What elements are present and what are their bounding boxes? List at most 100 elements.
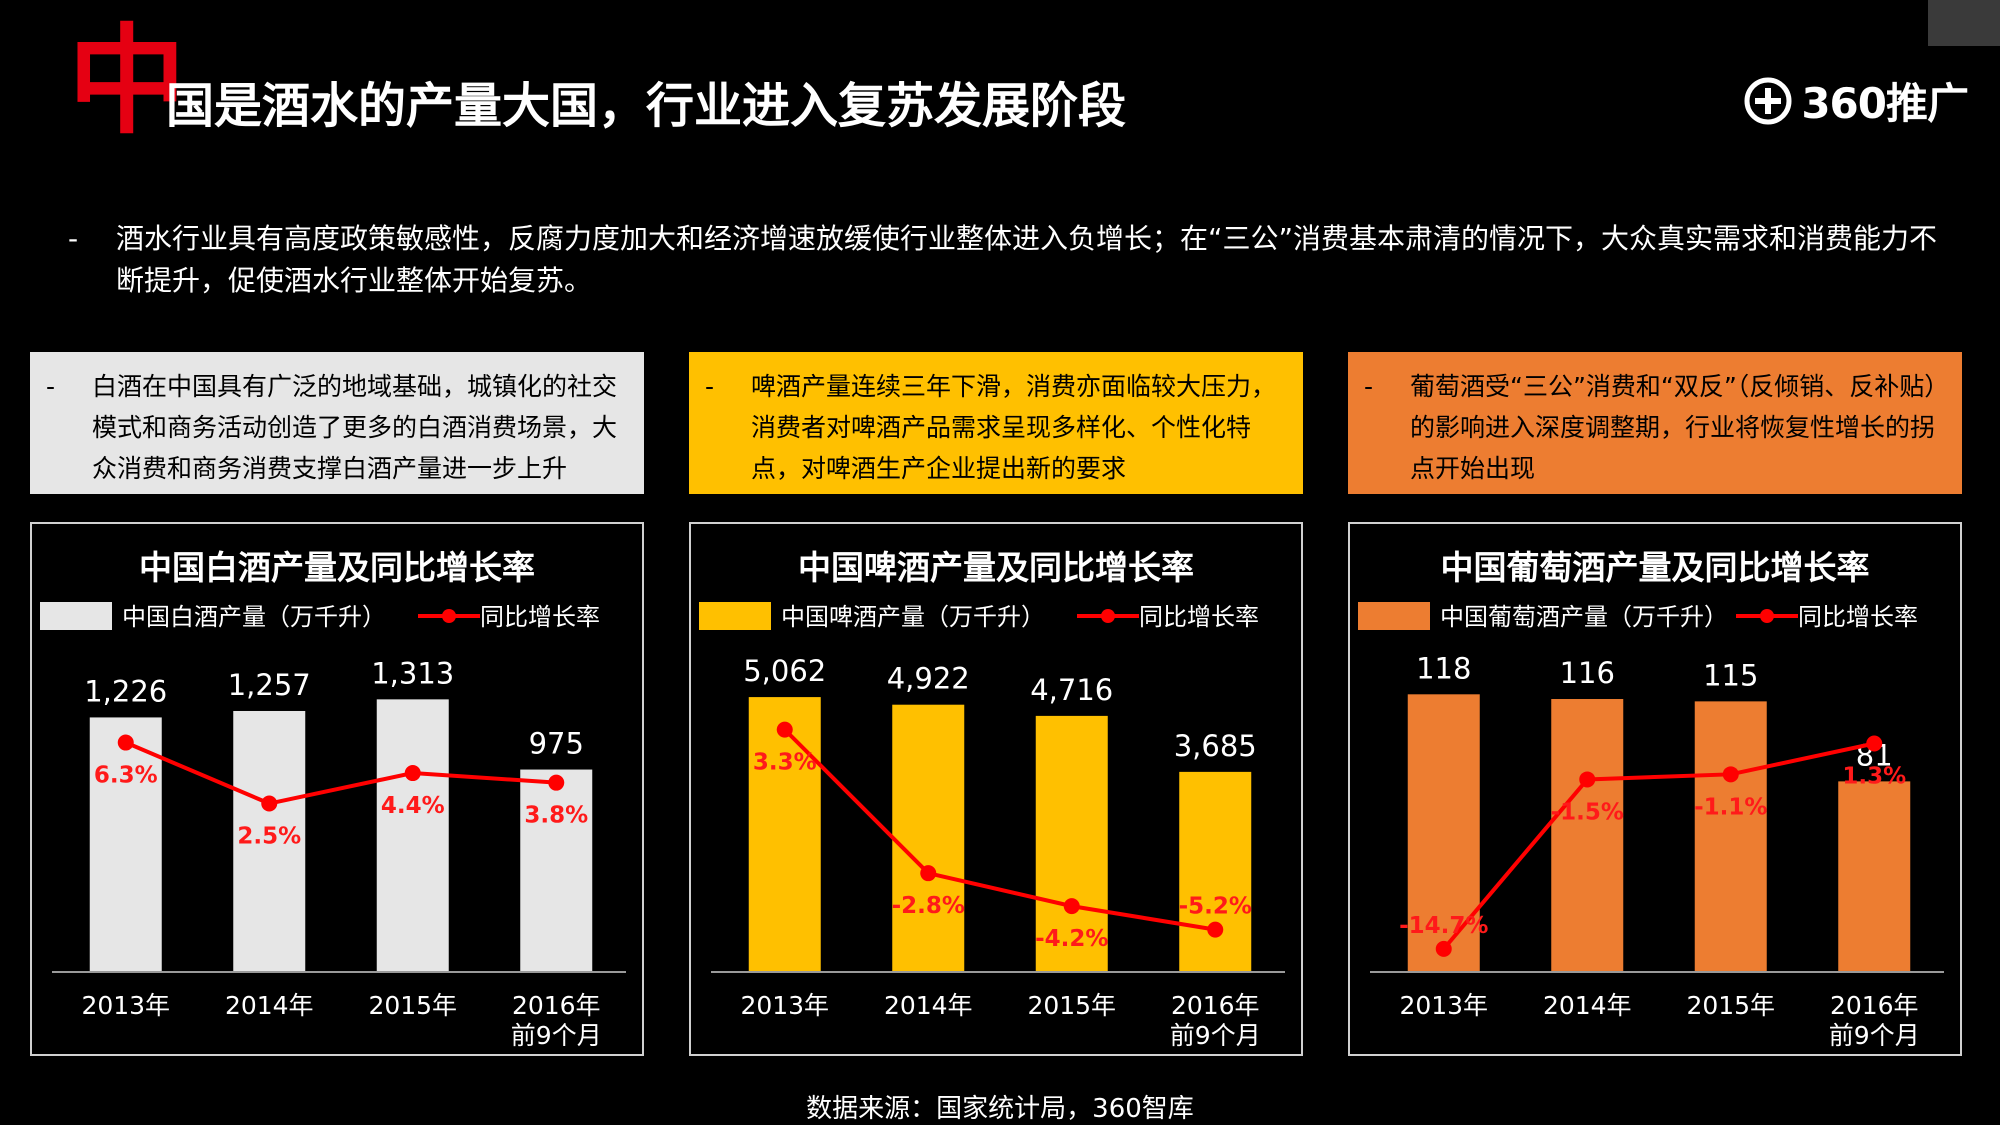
legend-bar-label: 中国葡萄酒产量（万千升） <box>1440 603 1728 631</box>
chart-title: 中国啤酒产量及同比增长率 <box>798 548 1194 587</box>
bar-value-label: 975 <box>529 727 584 761</box>
legend-line-marker <box>1760 609 1774 623</box>
bar <box>1179 771 1252 972</box>
bar-value-label: 1,257 <box>228 668 311 702</box>
bar-value-label: 1,226 <box>84 674 167 708</box>
x-tick-label: 2013年 <box>740 991 829 1020</box>
bar-value-label: 116 <box>1560 656 1615 690</box>
bar <box>1407 694 1480 972</box>
growth-value-label: 3.3% <box>753 750 817 776</box>
legend-line-label: 同比增长率 <box>480 603 600 631</box>
box-bullet: - <box>705 372 715 401</box>
legend-bar-label: 中国啤酒产量（万千升） <box>781 603 1045 631</box>
box-text: 葡萄酒受“三公”消费和“双反”（反倾销、反补贴）的影响进入深度调整期，行业将恢复… <box>1410 372 1937 483</box>
growth-value-label: -5.2% <box>1179 894 1252 920</box>
x-tick-label: 2014年 <box>884 991 973 1020</box>
data-source: 数据来源：国家统计局，360智库 <box>806 1094 1194 1124</box>
bar-value-label: 4,922 <box>887 662 970 696</box>
bar-value-label: 118 <box>1416 651 1471 685</box>
bar <box>748 697 821 972</box>
growth-value-label: -4.2% <box>1035 926 1108 952</box>
chart-title: 中国白酒产量及同比增长率 <box>139 548 535 587</box>
growth-point <box>1866 735 1883 752</box>
chart-panel-baijiu: 中国白酒产量及同比增长率中国白酒产量（万千升） 同比增长率 1,226 1,257 1,… <box>30 522 644 1056</box>
growth-line <box>1442 741 1875 951</box>
x-tick-label: 2014年 <box>225 991 314 1020</box>
growth-line <box>124 740 557 806</box>
bar <box>233 710 306 972</box>
x-tick-label: 2013年 <box>81 991 170 1020</box>
bar-value-label: 4,716 <box>1030 673 1113 707</box>
corner-decoration <box>1928 0 2000 46</box>
x-tick-label: 2016年前9个月 <box>1170 991 1261 1050</box>
legend-bar-label: 中国白酒产量（万千升） <box>122 603 386 631</box>
growth-value-label: -14.7% <box>1399 913 1488 939</box>
legend-bar-swatch <box>699 602 771 630</box>
growth-value-label: -1.1% <box>1694 794 1767 820</box>
growth-value-label: 4.4% <box>381 793 445 819</box>
bar <box>1035 715 1108 972</box>
plus-circle-icon <box>1744 77 1792 124</box>
bar-value-label: 3,685 <box>1174 729 1257 763</box>
growth-value-label: 6.3% <box>94 763 158 789</box>
growth-value-label: -2.8% <box>892 893 965 919</box>
growth-point <box>261 795 278 812</box>
chart-panel-wine: 中国葡萄酒产量及同比增长率 中国葡萄酒产量（万千升） 同比增长率 118 116 115 8… <box>1348 522 1962 1056</box>
beer-summary-box: - 啤酒产量连续三年下滑，消费亦面临较大压力，消费者对啤酒产品需求呈现多样化、个… <box>689 352 1303 494</box>
x-tick-label: 2016年前9个月 <box>1829 991 1920 1050</box>
legend-bar-swatch <box>1358 602 1430 630</box>
x-tick-label: 2015年 <box>368 991 457 1020</box>
growth-point <box>117 734 134 751</box>
wine-summary-box: - 葡萄酒受“三公”消费和“双反”（反倾销、反补贴）的影响进入深度调整期，行业将… <box>1348 352 1962 494</box>
box-text: 啤酒产量连续三年下滑，消费亦面临较大压力，消费者对啤酒产品需求呈现多样化、个性化… <box>751 372 1277 483</box>
intro-paragraph: - 酒水行业具有高度政策敏感性，反腐力度加大和经济增速放缓使行业整体进入负增长；… <box>68 218 1938 302</box>
legend-line-marker <box>1101 609 1115 623</box>
growth-line <box>783 728 1216 932</box>
growth-value-label: 2.5% <box>237 824 301 850</box>
growth-value-label: 3.8% <box>524 803 588 829</box>
bar-value-label: 1,313 <box>371 656 454 690</box>
legend-line-marker <box>442 609 456 623</box>
growth-value-label: -1.5% <box>1551 799 1624 825</box>
box-bullet: - <box>1364 372 1374 401</box>
intro-bullet: - <box>68 222 79 255</box>
growth-point <box>1435 940 1452 957</box>
legend-bar-swatch <box>40 602 112 630</box>
bar <box>89 717 162 972</box>
x-tick-label: 2015年 <box>1686 991 1775 1020</box>
page-title: 国是酒水的产量大国，行业进入复苏发展阶段 <box>166 78 1127 134</box>
growth-point <box>404 765 421 782</box>
bar <box>1838 781 1911 972</box>
growth-point <box>1063 898 1080 915</box>
box-bullet: - <box>46 372 56 401</box>
bar <box>1694 701 1767 972</box>
legend-line-label: 同比增长率 <box>1139 603 1259 631</box>
x-tick-label: 2016年前9个月 <box>511 991 602 1050</box>
title-first-char: 中 <box>68 12 187 150</box>
bar-value-label: 115 <box>1703 658 1758 692</box>
box-text: 白酒在中国具有广泛的地域基础，城镇化的社交模式和商务活动创造了更多的白酒消费场景… <box>92 372 618 483</box>
chart-title: 中国葡萄酒产量及同比增长率 <box>1441 548 1870 587</box>
logo: 360推广 <box>1743 70 1969 131</box>
growth-point <box>1722 766 1739 783</box>
growth-value-label: 1.3% <box>1842 764 1906 790</box>
baijiu-summary-box: - 白酒在中国具有广泛的地域基础，城镇化的社交模式和商务活动创造了更多的白酒消费… <box>30 352 644 494</box>
legend-line-label: 同比增长率 <box>1798 603 1918 631</box>
bar <box>376 699 449 972</box>
bar <box>520 769 593 972</box>
chart-panel-beer: 中国啤酒产量及同比增长率中国啤酒产量（万千升） 同比增长率 5,062 4,922 4,… <box>689 522 1303 1056</box>
bar <box>1551 699 1624 972</box>
x-tick-label: 2014年 <box>1543 991 1632 1020</box>
x-tick-label: 2015年 <box>1027 991 1116 1020</box>
x-tick-label: 2013年 <box>1399 991 1488 1020</box>
intro-text: 酒水行业具有高度政策敏感性，反腐力度加大和经济增速放缓使行业整体进入负增长；在“… <box>116 222 1938 297</box>
growth-point <box>776 721 793 738</box>
logo-text: 360推广 <box>1801 79 1969 128</box>
bar-value-label: 5,062 <box>743 654 826 688</box>
growth-point <box>920 865 937 882</box>
growth-point <box>1207 921 1224 938</box>
growth-point <box>548 774 565 791</box>
